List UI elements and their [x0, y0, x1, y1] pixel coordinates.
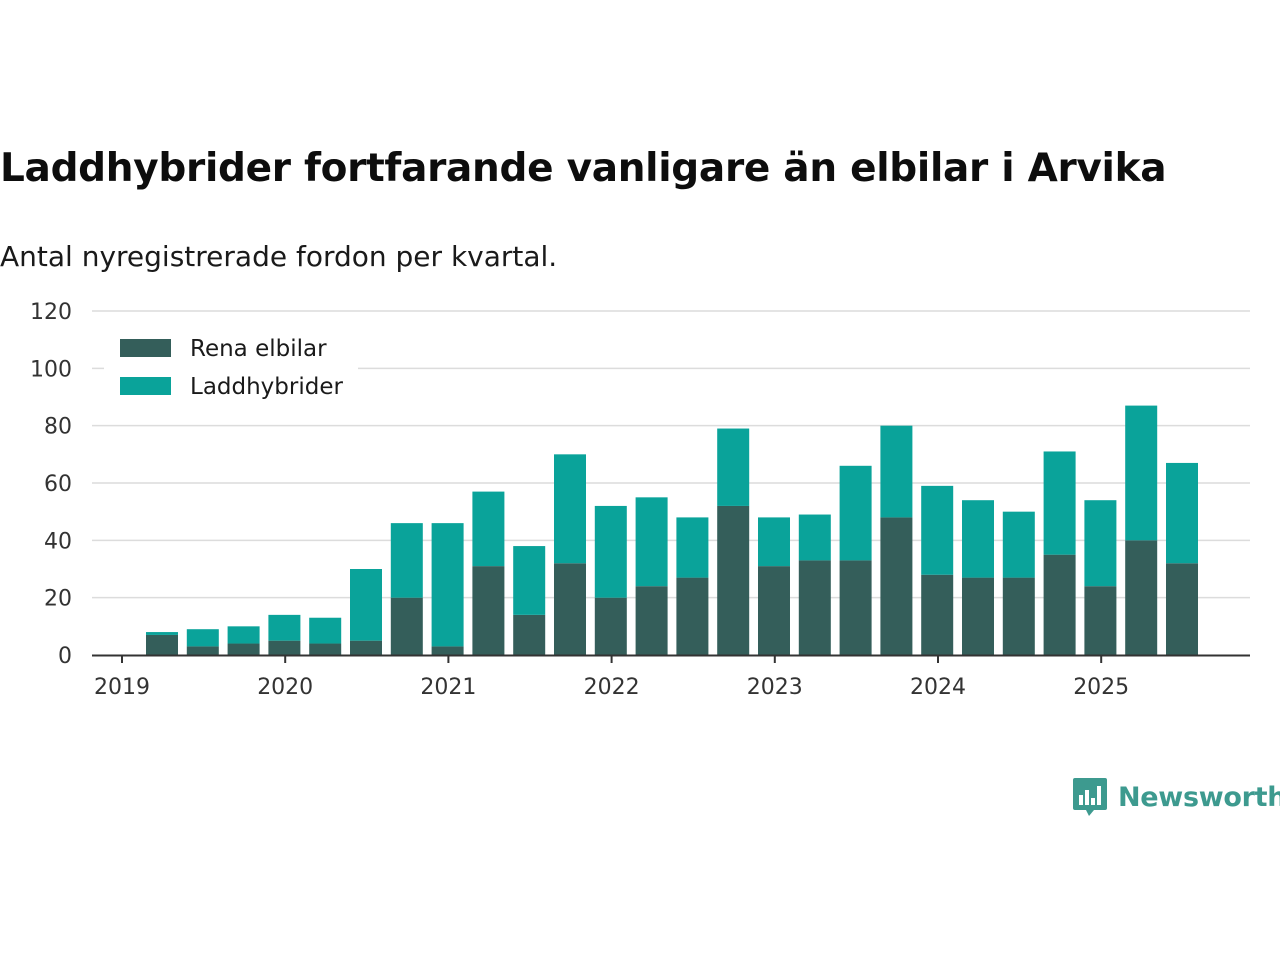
x-tick-label: 2021: [420, 675, 476, 700]
x-tick-label: 2024: [910, 675, 966, 700]
chart-subtitle: Antal nyregistrerade fordon per kvartal.: [0, 240, 558, 273]
x-tick-label: 2025: [1073, 675, 1129, 700]
y-tick-label: 100: [30, 357, 72, 382]
y-tick-label: 40: [44, 529, 72, 554]
bar-laddhybrider[interactable]: [1125, 405, 1158, 541]
bar-rena-elbilar[interactable]: [880, 517, 913, 655]
bar-laddhybrider[interactable]: [186, 629, 219, 647]
bar-laddhybrider[interactable]: [268, 614, 301, 641]
bar-rena-elbilar[interactable]: [513, 614, 546, 655]
bar-laddhybrider[interactable]: [921, 485, 954, 575]
bar-rena-elbilar[interactable]: [227, 643, 260, 655]
y-tick-label: 120: [30, 300, 72, 325]
newsworthy-logo[interactable]: Newsworthy: [1072, 776, 1280, 818]
legend-swatch: [120, 377, 171, 395]
bar-laddhybrider[interactable]: [309, 617, 342, 644]
bar-laddhybrider[interactable]: [1166, 462, 1198, 564]
bar-laddhybrider[interactable]: [717, 428, 750, 506]
bar-rena-elbilar[interactable]: [390, 597, 423, 655]
bar-laddhybrider[interactable]: [962, 500, 994, 578]
bar-rena-elbilar[interactable]: [309, 643, 342, 655]
bar-laddhybrider[interactable]: [513, 546, 546, 615]
bar-rena-elbilar[interactable]: [146, 634, 178, 655]
bar-rena-elbilar[interactable]: [268, 640, 301, 655]
bar-laddhybrider[interactable]: [431, 523, 464, 647]
bar-rena-elbilar[interactable]: [758, 566, 790, 655]
bar-laddhybrider[interactable]: [472, 491, 505, 567]
legend-label: Rena elbilar: [190, 336, 327, 362]
bar-rena-elbilar[interactable]: [350, 640, 382, 655]
bar-chart-speech-bubble-icon: [1073, 778, 1107, 816]
bar-laddhybrider[interactable]: [554, 454, 586, 564]
x-tick-label: 2020: [257, 675, 313, 700]
bar-rena-elbilar[interactable]: [798, 560, 831, 655]
bar-laddhybrider[interactable]: [1043, 451, 1076, 555]
bar-laddhybrider[interactable]: [676, 517, 709, 578]
bar-laddhybrider[interactable]: [350, 569, 382, 641]
bar-laddhybrider[interactable]: [1002, 511, 1035, 578]
bar-rena-elbilar[interactable]: [921, 574, 954, 655]
bar-rena-elbilar[interactable]: [1043, 554, 1076, 655]
bar-laddhybrider[interactable]: [839, 465, 872, 561]
bar-rena-elbilar[interactable]: [1002, 577, 1035, 655]
bar-laddhybrider[interactable]: [758, 517, 790, 567]
y-tick-label: 20: [44, 587, 72, 612]
bar-rena-elbilar[interactable]: [635, 586, 668, 655]
bar-laddhybrider[interactable]: [227, 626, 260, 644]
bar-rena-elbilar[interactable]: [594, 597, 627, 655]
bar-laddhybrider[interactable]: [146, 632, 178, 635]
bar-rena-elbilar[interactable]: [1125, 540, 1158, 655]
chart-title: Laddhybrider fortfarande vanligare än el…: [0, 146, 1167, 191]
bar-rena-elbilar[interactable]: [472, 566, 505, 655]
bar-laddhybrider[interactable]: [390, 523, 423, 598]
y-axis-ticks: 0 20 40 60 80 100 120: [30, 300, 72, 669]
bar-rena-elbilar[interactable]: [1084, 586, 1117, 655]
bar-laddhybrider[interactable]: [1084, 500, 1117, 587]
x-tick-label: 2023: [747, 675, 803, 700]
x-tick-label: 2019: [94, 675, 150, 700]
bar-rena-elbilar[interactable]: [186, 646, 219, 655]
bar-rena-elbilar[interactable]: [717, 505, 750, 655]
bar-laddhybrider[interactable]: [594, 505, 627, 598]
x-tick-label: 2022: [584, 675, 640, 700]
bar-rena-elbilar[interactable]: [1166, 563, 1198, 655]
bar-rena-elbilar[interactable]: [676, 577, 709, 655]
legend-label: Laddhybrider: [190, 374, 343, 400]
bar-rena-elbilar[interactable]: [554, 563, 586, 655]
legend-swatch: [120, 339, 171, 357]
bar-laddhybrider[interactable]: [880, 425, 913, 518]
bar-rena-elbilar[interactable]: [431, 646, 464, 655]
x-axis-ticks: 2019 2020 2021 2022 2023 2024 2025: [94, 655, 1129, 700]
bar-rena-elbilar[interactable]: [839, 560, 872, 655]
bars: [146, 405, 1198, 655]
brand-name: Newsworthy: [1118, 781, 1280, 813]
bar-laddhybrider[interactable]: [635, 497, 668, 587]
y-tick-label: 60: [44, 472, 72, 497]
bar-rena-elbilar[interactable]: [962, 577, 994, 655]
y-tick-label: 0: [58, 644, 72, 669]
y-tick-label: 80: [44, 415, 72, 440]
bar-laddhybrider[interactable]: [798, 514, 831, 561]
legend[interactable]: Rena elbilar Laddhybrider: [104, 326, 358, 408]
